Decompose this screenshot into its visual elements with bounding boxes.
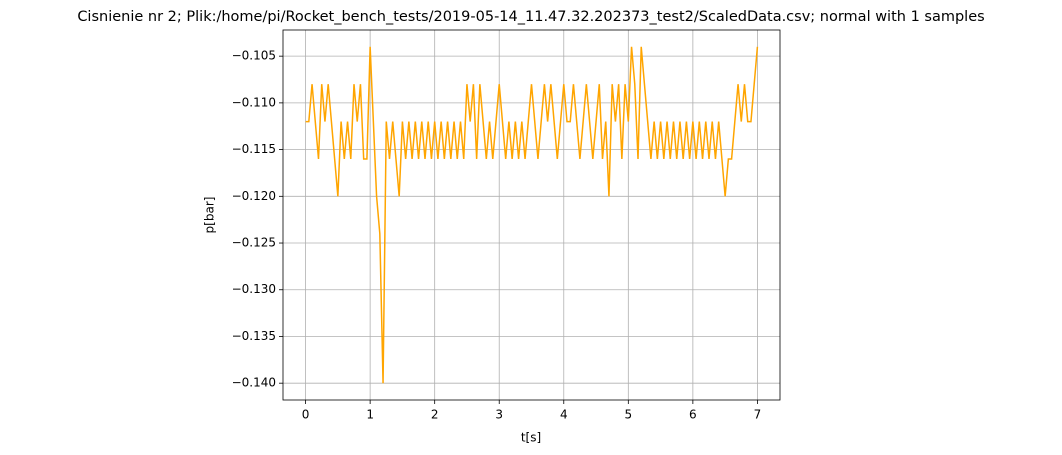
x-tick-label: 6 [689, 408, 697, 422]
data-line [305, 46, 759, 384]
y-tick-label: −0.135 [232, 329, 276, 343]
y-axis-label: p[bar] [203, 197, 217, 234]
x-tick-label: 3 [495, 408, 503, 422]
y-tick-label: −0.120 [232, 189, 276, 203]
x-tick-label: 4 [560, 408, 568, 422]
y-tick-label: −0.130 [232, 282, 276, 296]
x-tick-label: 0 [302, 408, 310, 422]
y-tick-label: −0.105 [232, 49, 276, 63]
y-tick-label: −0.140 [232, 376, 276, 390]
y-tick-label: −0.110 [232, 95, 276, 109]
y-tick-label: −0.125 [232, 236, 276, 250]
x-tick-label: 1 [366, 408, 374, 422]
x-tick-label: 7 [754, 408, 762, 422]
x-tick-label: 5 [624, 408, 632, 422]
y-tick-label: −0.115 [232, 142, 276, 156]
x-tick-label: 2 [431, 408, 439, 422]
x-axis-label: t[s] [521, 431, 541, 445]
chart-title: Cisnienie nr 2; Plik:/home/pi/Rocket_ben… [77, 9, 984, 25]
plot-frame [282, 29, 781, 401]
